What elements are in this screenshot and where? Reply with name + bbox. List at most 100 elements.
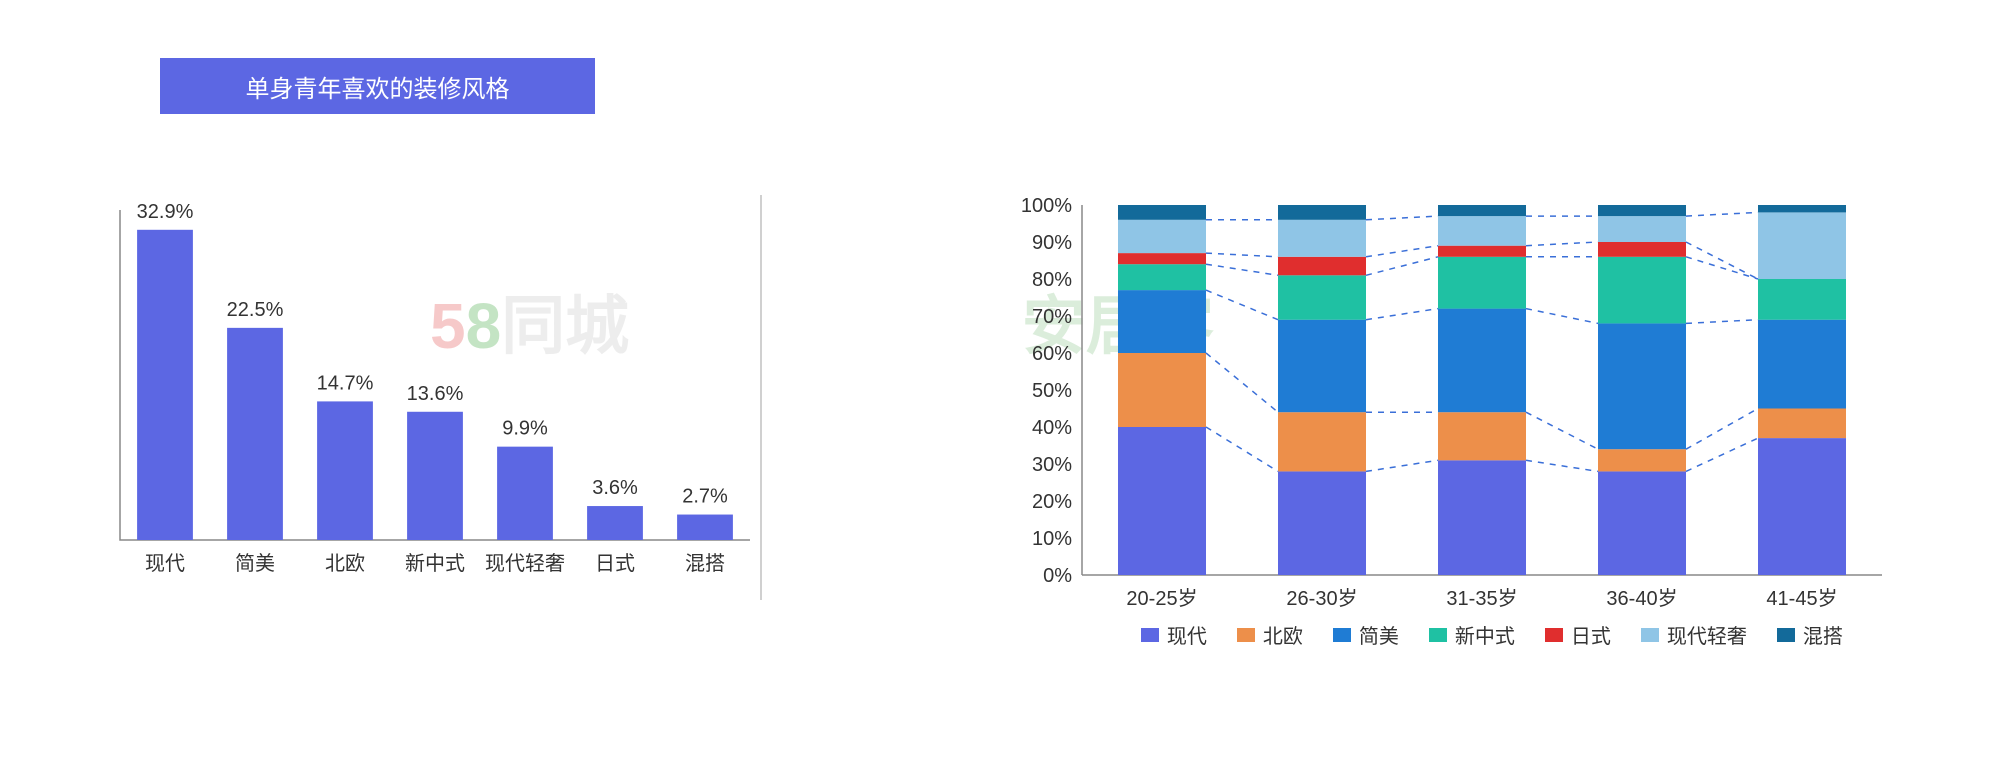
connector-line bbox=[1366, 246, 1438, 257]
bar-category-label: 北欧 bbox=[325, 552, 365, 575]
legend-item: 新中式 bbox=[1429, 620, 1515, 649]
stacked-segment bbox=[1598, 205, 1686, 216]
legend-label: 现代轻奢 bbox=[1667, 620, 1747, 649]
right-panel: 安居客 0%10%20%30%40%50%60%70%80%90%100%20-… bbox=[962, 0, 2004, 773]
stacked-segment bbox=[1278, 257, 1366, 276]
bar-category-label: 现代轻奢 bbox=[485, 552, 565, 575]
stacked-segment bbox=[1758, 205, 1846, 212]
bar bbox=[587, 506, 643, 540]
stacked-segment bbox=[1758, 279, 1846, 320]
stacked-segment bbox=[1758, 409, 1846, 439]
stacked-segment bbox=[1758, 212, 1846, 279]
connector-line bbox=[1206, 253, 1278, 257]
ytick-label: 10% bbox=[1032, 528, 1072, 550]
ytick-label: 80% bbox=[1032, 269, 1072, 291]
ytick-label: 100% bbox=[1021, 195, 1072, 217]
connector-line bbox=[1206, 427, 1278, 471]
bar-chart: 32.9%现代22.5%简美14.7%北欧13.6%新中式9.9%现代轻奢3.6… bbox=[110, 200, 760, 580]
stacked-segment bbox=[1438, 257, 1526, 309]
stacked-segment bbox=[1598, 257, 1686, 324]
left-panel: 单身青年喜欢的装修风格 58同城 32.9%现代22.5%简美14.7%北欧13… bbox=[0, 0, 962, 773]
stacked-segment bbox=[1438, 412, 1526, 460]
bar-category-label: 简美 bbox=[235, 552, 275, 575]
stacked-segment bbox=[1278, 275, 1366, 319]
connector-line bbox=[1526, 242, 1598, 246]
stacked-segment bbox=[1118, 205, 1206, 220]
stacked-segment bbox=[1118, 290, 1206, 353]
stacked-segment bbox=[1758, 438, 1846, 575]
connector-line bbox=[1366, 257, 1438, 276]
legend-item: 混搭 bbox=[1777, 620, 1843, 649]
title-bar: 单身青年喜欢的装修风格 bbox=[160, 58, 595, 114]
ytick-label: 50% bbox=[1032, 380, 1072, 402]
stacked-segment bbox=[1758, 320, 1846, 409]
stacked-segment bbox=[1438, 205, 1526, 216]
legend-label: 北欧 bbox=[1263, 620, 1303, 649]
stacked-segment bbox=[1438, 460, 1526, 575]
stacked-segment bbox=[1598, 216, 1686, 242]
bar-value-label: 3.6% bbox=[592, 477, 638, 499]
stacked-segment bbox=[1438, 309, 1526, 413]
connector-line bbox=[1686, 320, 1758, 324]
panel-divider bbox=[760, 195, 762, 600]
connector-line bbox=[1206, 353, 1278, 412]
legend-swatch bbox=[1641, 628, 1659, 642]
connector-line bbox=[1206, 290, 1278, 320]
stacked-segment bbox=[1118, 427, 1206, 575]
stacked-segment bbox=[1438, 216, 1526, 246]
stacked-segment bbox=[1598, 471, 1686, 575]
ytick-label: 90% bbox=[1032, 232, 1072, 254]
bar bbox=[677, 515, 733, 540]
legend-label: 日式 bbox=[1571, 620, 1611, 649]
legend-label: 现代 bbox=[1167, 620, 1207, 649]
bar-value-label: 13.6% bbox=[407, 383, 464, 405]
connector-line bbox=[1526, 460, 1598, 471]
stacked-segment bbox=[1278, 320, 1366, 413]
legend-item: 北欧 bbox=[1237, 620, 1303, 649]
bar-value-label: 9.9% bbox=[502, 418, 548, 440]
legend-swatch bbox=[1333, 628, 1351, 642]
ytick-label: 0% bbox=[1043, 565, 1072, 587]
legend-swatch bbox=[1141, 628, 1159, 642]
connector-line bbox=[1686, 409, 1758, 450]
connector-line bbox=[1366, 216, 1438, 220]
bar bbox=[497, 447, 553, 540]
connector-line bbox=[1526, 309, 1598, 324]
connector-line bbox=[1366, 309, 1438, 320]
ytick-label: 30% bbox=[1032, 454, 1072, 476]
bar-category-label: 混搭 bbox=[685, 552, 725, 575]
legend-swatch bbox=[1777, 628, 1795, 642]
stacked-segment bbox=[1118, 253, 1206, 264]
bar-value-label: 2.7% bbox=[682, 486, 728, 508]
stacked-segment bbox=[1278, 220, 1366, 257]
legend-item: 现代 bbox=[1141, 620, 1207, 649]
stacked-segment bbox=[1278, 471, 1366, 575]
stacked-segment bbox=[1598, 323, 1686, 449]
chart-pair-container: 单身青年喜欢的装修风格 58同城 32.9%现代22.5%简美14.7%北欧13… bbox=[0, 0, 2004, 773]
legend-label: 混搭 bbox=[1803, 620, 1843, 649]
age-group-label: 20-25岁 bbox=[1126, 587, 1197, 610]
legend-item: 简美 bbox=[1333, 620, 1399, 649]
bar bbox=[407, 412, 463, 540]
bar-category-label: 日式 bbox=[595, 552, 635, 575]
legend-swatch bbox=[1429, 628, 1447, 642]
age-group-label: 26-30岁 bbox=[1286, 587, 1357, 610]
bar-value-label: 32.9% bbox=[137, 201, 194, 223]
legend-item: 日式 bbox=[1545, 620, 1611, 649]
ytick-label: 20% bbox=[1032, 491, 1072, 513]
legend-item: 现代轻奢 bbox=[1641, 620, 1747, 649]
bar-value-label: 22.5% bbox=[227, 299, 284, 321]
age-group-label: 36-40岁 bbox=[1606, 587, 1677, 610]
stacked-legend: 现代 北欧 简美 新中式 日式 现代轻奢 混搭 bbox=[1062, 620, 1922, 649]
stacked-segment bbox=[1438, 246, 1526, 257]
connector-line bbox=[1526, 412, 1598, 449]
stacked-segment bbox=[1598, 449, 1686, 471]
bar bbox=[317, 401, 373, 540]
stacked-segment bbox=[1118, 353, 1206, 427]
stacked-segment bbox=[1118, 264, 1206, 290]
connector-line bbox=[1206, 264, 1278, 275]
ytick-label: 40% bbox=[1032, 417, 1072, 439]
stacked-segment bbox=[1118, 220, 1206, 253]
age-group-label: 31-35岁 bbox=[1446, 587, 1517, 610]
legend-swatch bbox=[1545, 628, 1563, 642]
